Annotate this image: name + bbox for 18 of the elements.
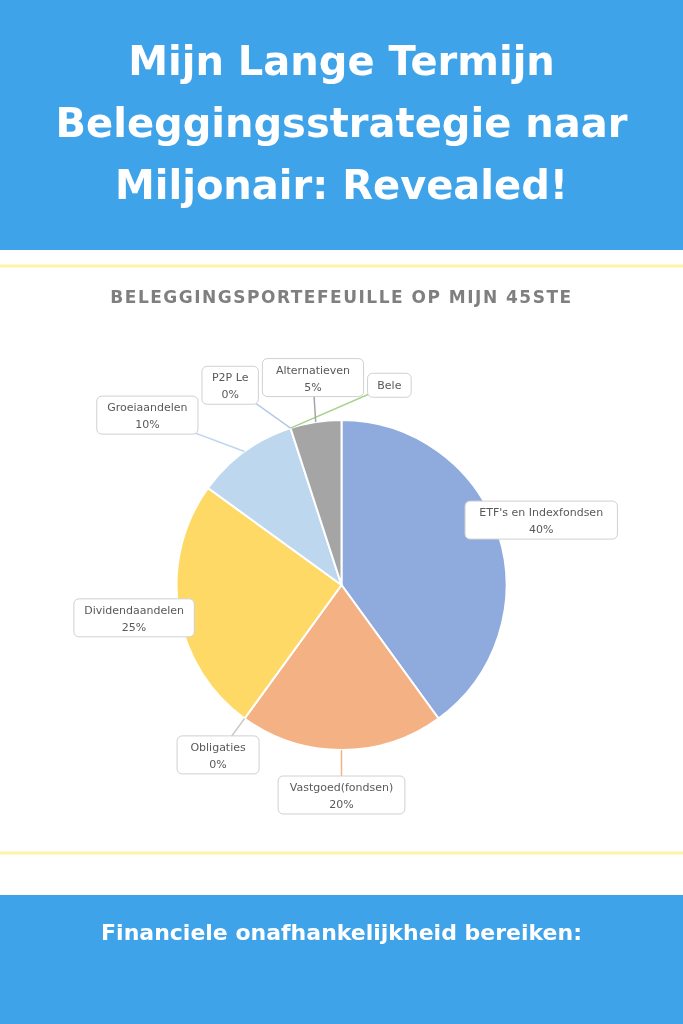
category-label: P2P Le xyxy=(211,371,249,385)
slice-label: ETF's en Indexfondsen xyxy=(479,506,604,520)
data-label: 40% xyxy=(529,523,554,537)
text: Financiele onafhankelijkheid bereiken: xyxy=(101,920,582,945)
slice-label: Groeiaandelen xyxy=(107,401,188,415)
slice-label: Alternatieven xyxy=(275,363,351,377)
data-label: 10% xyxy=(135,418,160,432)
data-label: 25% xyxy=(121,620,147,634)
text: 0% xyxy=(221,388,239,402)
chart-subtitle: BELEGGINGSPORTEFEUILLE OP MIJN 45STE xyxy=(110,287,573,307)
category-label: Bele xyxy=(377,379,402,393)
chart-title: Mijn Lange Termijn Beleggingsstrategie naar Miljonair: Revealed! xyxy=(55,38,628,208)
slice-label: Dividendaandelen xyxy=(84,603,185,617)
text: 0% xyxy=(209,757,227,771)
slice-label: Vastgoed(fondsen) xyxy=(289,781,394,794)
data-label: 5% xyxy=(304,380,322,394)
category-label: Obligaties xyxy=(190,740,246,754)
data-label: 20% xyxy=(329,798,354,811)
